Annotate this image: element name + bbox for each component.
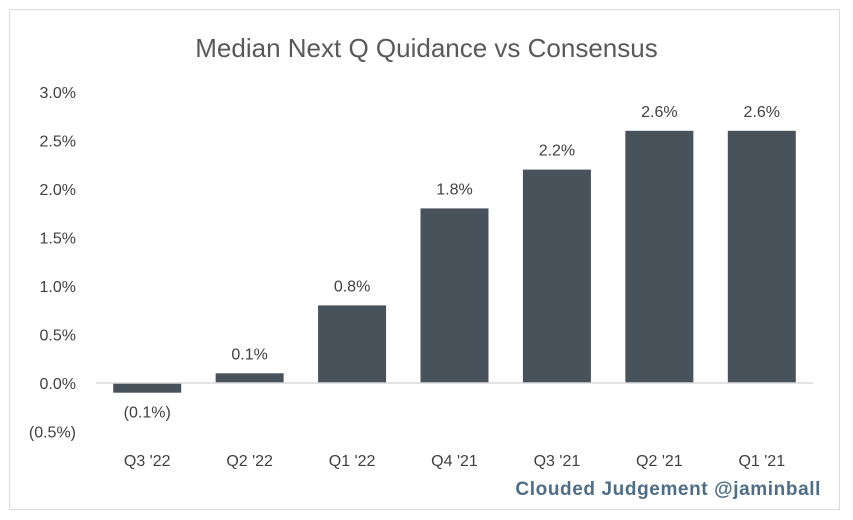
x-tick-label: Q3 '21 [534,453,581,470]
watermark-credit: Clouded Judgement @jaminball [515,479,821,500]
data-label: 0.8% [334,278,370,295]
y-tick-label: 2.0% [40,182,76,199]
bar [113,383,182,393]
y-tick-label: 1.0% [40,279,76,296]
data-label: 2.6% [744,104,780,121]
bar [522,169,591,383]
x-tick-label: Q3 '22 [124,453,171,470]
y-tick-label: 0.0% [40,376,76,393]
bar [215,373,284,383]
y-tick-label: 3.0% [40,85,76,102]
x-tick-label: Q2 '21 [636,453,683,470]
y-tick-label: 2.5% [40,134,76,151]
y-tick-label: 1.5% [40,231,76,248]
bar [727,130,796,383]
y-tick-label: (0.5%) [29,425,76,442]
data-label: 0.1% [231,346,267,363]
bar [625,130,694,383]
bar [318,305,387,383]
data-label: 1.8% [436,181,472,198]
x-tick-label: Q1 '22 [329,453,376,470]
x-tick-label: Q1 '21 [738,453,785,470]
data-label: 2.2% [539,143,575,160]
data-label: 2.6% [641,104,677,121]
y-tick-label: 0.5% [40,328,76,345]
bar [420,208,489,383]
x-tick-label: Q2 '22 [226,453,273,470]
chart-title: Median Next Q Quidance vs Consensus [195,33,658,63]
x-tick-label: Q4 '21 [431,453,478,470]
data-label: (0.1%) [124,405,171,422]
